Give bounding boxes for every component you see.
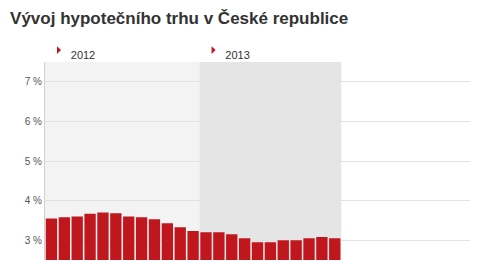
svg-text:5 %: 5 %: [25, 156, 42, 167]
svg-text:2012: 2012: [71, 49, 95, 61]
svg-text:4 %: 4 %: [25, 195, 42, 206]
svg-text:Vývoj hypotečního trhu v České: Vývoj hypotečního trhu v České republice: [10, 9, 348, 28]
svg-text:6 %: 6 %: [25, 116, 42, 127]
svg-text:2013: 2013: [225, 49, 249, 61]
svg-text:7 %: 7 %: [25, 76, 42, 87]
svg-text:3 %: 3 %: [25, 235, 42, 246]
